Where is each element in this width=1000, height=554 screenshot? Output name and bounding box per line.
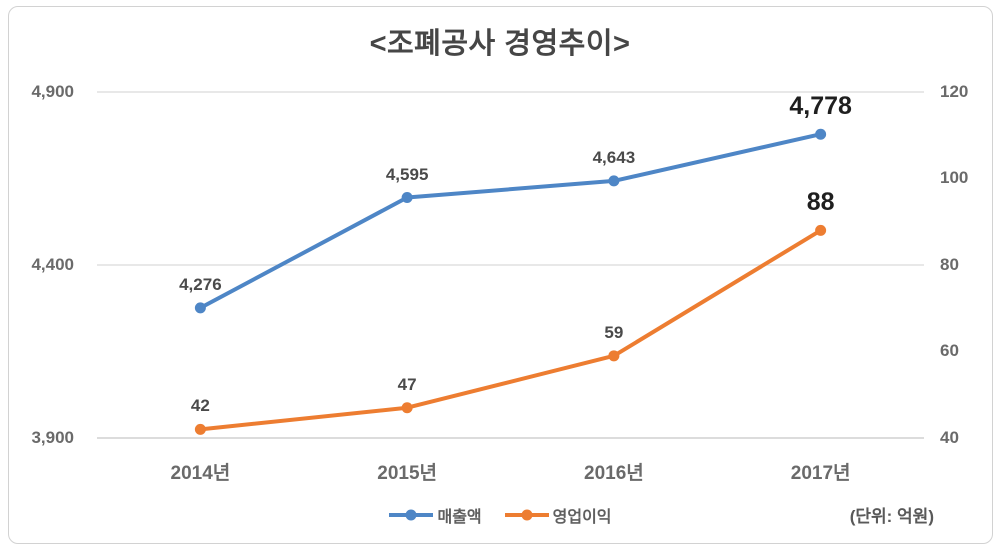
legend-item-revenue: 매출액 (388, 503, 482, 527)
x-axis-label: 2016년 (584, 463, 644, 484)
chart-border (8, 6, 993, 544)
data-label: 4,643 (592, 147, 636, 167)
y-axis-right-tick: 100 (940, 168, 969, 187)
y-axis-right-tick: 120 (940, 82, 969, 101)
data-point-marker (401, 402, 413, 414)
unit-note: (단위: 억원) (849, 507, 934, 526)
y-axis-right-tick: 80 (940, 255, 959, 274)
legend-line-marker-icon (504, 509, 549, 521)
data-label: 4,276 (179, 274, 222, 294)
y-axis-left-tick: 4,900 (31, 82, 74, 101)
legend: 매출액 영업이익 (0, 503, 1000, 527)
data-point-marker (608, 350, 620, 362)
data-point-marker (194, 423, 206, 435)
data-label: 42 (190, 396, 210, 416)
data-point-marker (401, 192, 413, 204)
y-axis-right-tick: 40 (940, 428, 959, 447)
data-label: 59 (604, 322, 624, 342)
legend-label: 영업이익 (552, 509, 612, 526)
legend-item-operating-profit: 영업이익 (504, 503, 612, 527)
x-axis-label: 2015년 (377, 463, 437, 484)
y-axis-right-tick: 60 (940, 341, 959, 360)
data-point-marker (608, 175, 620, 187)
data-point-marker (194, 302, 206, 314)
data-label-emphasized: 4,778 (789, 92, 852, 121)
legend-label: 매출액 (437, 509, 482, 526)
y-axis-left-tick: 3,900 (31, 428, 74, 447)
series-line-revenue (198, 132, 823, 310)
data-point-marker (815, 224, 827, 236)
data-label: 4,595 (385, 164, 429, 184)
data-label: 47 (397, 374, 417, 394)
data-label-emphasized: 88 (806, 188, 835, 217)
chart-title: <조폐공사 경영추이> (369, 28, 631, 60)
x-axis-label: 2014년 (170, 463, 231, 484)
legend-line-marker-icon (389, 509, 434, 521)
y-axis-left-tick: 4,400 (31, 255, 74, 274)
x-axis-label: 2017년 (790, 463, 851, 484)
data-point-marker (815, 128, 827, 140)
series-line-operating-profit (198, 228, 823, 432)
